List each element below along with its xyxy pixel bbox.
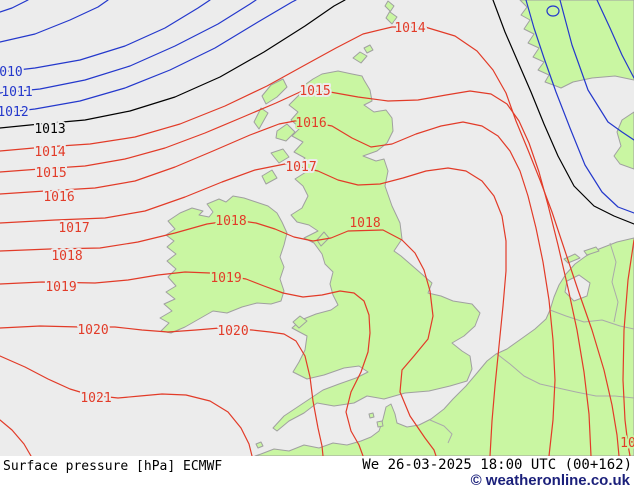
isobar-label-1020: 1020 [77, 323, 108, 338]
isobar-1018 [0, 219, 437, 456]
isobar-bottom-left [0, 419, 32, 456]
isobar-label-1016: 1016 [295, 116, 326, 131]
border-belgium-netherlands [549, 309, 634, 330]
isobar-label-1020: 1020 [217, 324, 248, 339]
isobar-label-1016: 1016 [43, 190, 74, 205]
isobar-1017 [0, 163, 507, 456]
isobar-blue-b [0, 0, 109, 43]
isobar-label-1014: 1014 [394, 21, 425, 36]
land-denmark [613, 111, 634, 170]
isobar-label-1012: 1012 [0, 105, 29, 120]
valid-time: We 26-03-2025 18:00 UTC (00+162) [362, 457, 632, 473]
isobar-norway-1 [525, 0, 634, 214]
status-bar: Surface pressure [hPa] ECMWF We 26-03-20… [0, 456, 634, 490]
isobar-label-1019: 1019 [210, 271, 241, 286]
isobar-label-1011: 1011 [1, 85, 32, 100]
land-great-britain [272, 70, 481, 432]
isobar-label-1018: 1018 [215, 214, 246, 229]
isobar-label-1018: 1018 [51, 249, 82, 264]
islands-shetland [384, 0, 398, 25]
river-seine [429, 419, 453, 444]
isobar-1019 [0, 271, 371, 456]
isobar-norway-3 [596, 0, 634, 79]
islands-orkney [352, 44, 374, 64]
islands-wadden [563, 246, 600, 264]
isobar-label-10: 10 [620, 436, 634, 451]
isobar-far-east [622, 239, 634, 456]
isobar-1020 [0, 325, 324, 456]
isobar-label-1014: 1014 [34, 145, 65, 160]
island-skye [275, 123, 296, 142]
isobar-label-1015: 1015 [35, 166, 66, 181]
isobar-labels-layer: 010 1011 1012 1013 1014 1014 1015 1015 1016 1016 1… [0, 19, 634, 453]
isobar-label-1017: 1017 [58, 221, 89, 236]
isobar-label-1018: 1018 [349, 216, 380, 231]
border-netherlands-germany [609, 242, 619, 323]
island-lewis [261, 78, 288, 105]
product-title: Surface pressure [hPa] ECMWF [3, 459, 223, 474]
isobar-label-1021: 1021 [80, 391, 111, 406]
island-mull [270, 148, 290, 164]
isobar-closed-low [546, 5, 560, 17]
border-france-belgium [496, 353, 634, 399]
islands-scilly [255, 441, 264, 449]
isobar-1021 [0, 355, 253, 456]
isobar-label-010: 010 [0, 65, 23, 80]
island-uists [253, 107, 269, 130]
isobar-1014 [0, 26, 620, 456]
isobar-1010 [0, 0, 211, 73]
islands-channel [368, 412, 384, 428]
isobar-1015 [0, 90, 592, 456]
surface-pressure-map: 010 1011 1012 1013 1014 1014 1015 1015 1016 1016 1… [0, 0, 634, 456]
isobar-1013-west [0, 0, 346, 129]
isobar-label-1013: 1013 [34, 122, 65, 137]
isobar-1011 [0, 0, 257, 94]
isobar-blue-a [0, 0, 29, 13]
land-norway [519, 0, 634, 89]
isobar-1016 [0, 119, 556, 456]
land-continent [254, 237, 634, 456]
land-ireland [159, 195, 288, 334]
isobar-1013-east [492, 0, 634, 225]
island-islay [261, 169, 278, 185]
copyright-link[interactable]: © weatheronline.co.uk [470, 472, 630, 489]
island-anglesey [292, 315, 308, 329]
isobar-label-1015: 1015 [299, 84, 330, 99]
isobar-norway-2 [559, 0, 634, 141]
isobar-1012 [0, 0, 297, 114]
isobar-label-1017: 1017 [285, 160, 316, 175]
isobar-label-1019: 1019 [45, 280, 76, 295]
